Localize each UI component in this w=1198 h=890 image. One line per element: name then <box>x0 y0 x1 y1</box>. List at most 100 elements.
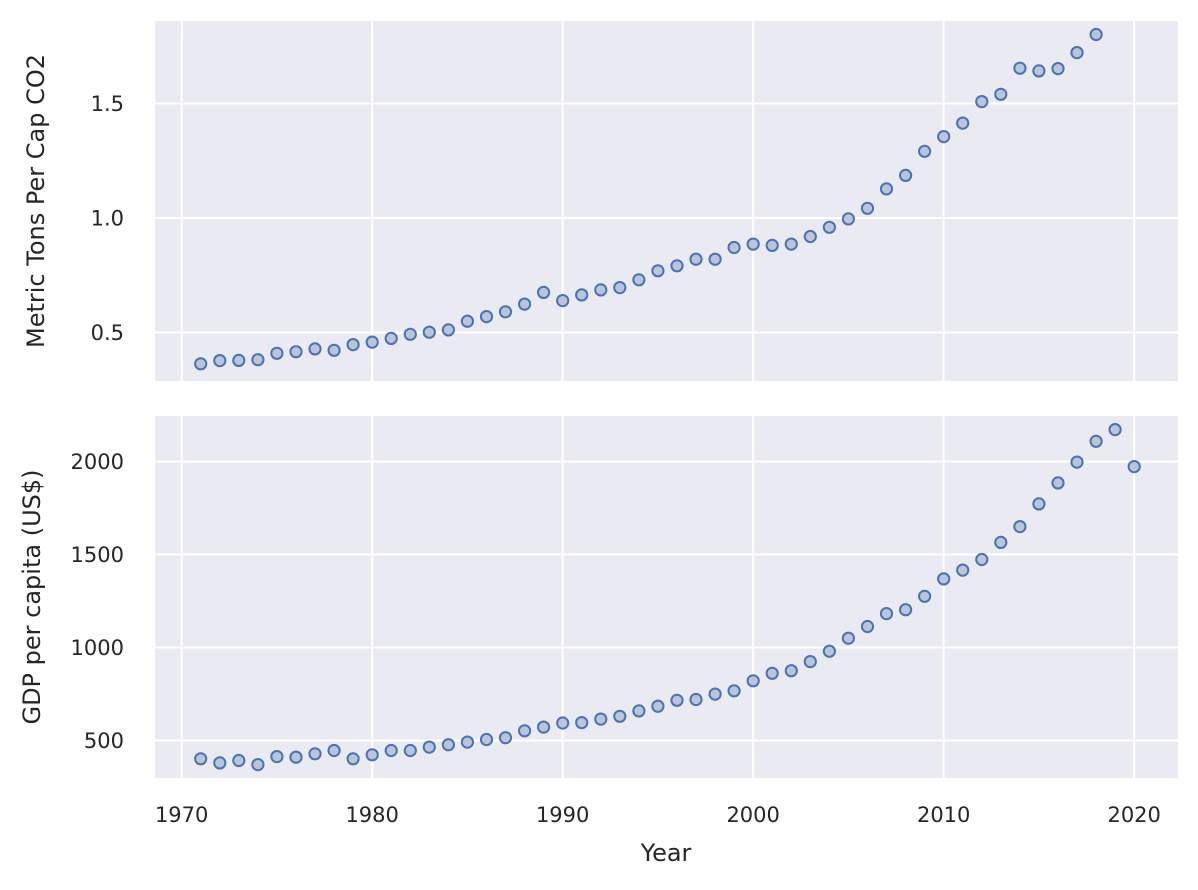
data-point <box>1013 61 1027 75</box>
x-tick-label: 2010 <box>917 803 970 827</box>
data-point <box>689 692 703 707</box>
x-tick-label: 1980 <box>345 803 398 827</box>
data-point <box>765 238 779 252</box>
y-tick-label: 1.5 <box>91 92 124 116</box>
x-tick-label: 2020 <box>1107 803 1160 827</box>
data-point <box>822 644 837 658</box>
y-tick-label: 0.5 <box>91 321 124 345</box>
data-point <box>860 619 875 634</box>
data-point <box>384 331 398 345</box>
data-point <box>975 552 989 567</box>
data-point <box>365 335 379 349</box>
data-point <box>594 712 608 726</box>
data-point <box>308 747 322 761</box>
data-point <box>918 144 932 158</box>
data-point <box>289 345 303 359</box>
y-tick-label: 2000 <box>71 450 124 474</box>
data-point <box>822 220 837 234</box>
data-point <box>251 353 265 367</box>
data-point <box>1013 520 1027 534</box>
y-tick-label: 1.0 <box>91 206 124 230</box>
data-point <box>613 709 627 723</box>
data-point <box>708 687 722 701</box>
data-point <box>308 342 322 356</box>
data-point <box>632 704 646 718</box>
data-point <box>727 684 741 698</box>
data-point <box>518 724 532 738</box>
top-y-axis-label: Metric Tons Per Cap CO2 <box>22 54 50 348</box>
bottom-y-axis-label: GDP per capita (US$) <box>18 469 46 724</box>
data-point <box>899 603 913 617</box>
data-point <box>975 95 989 109</box>
data-point <box>232 753 246 768</box>
data-point <box>575 716 589 730</box>
data-point <box>232 353 246 367</box>
data-point <box>422 740 436 754</box>
x-axis-label: Year <box>640 839 692 867</box>
data-point <box>498 731 513 745</box>
data-point <box>441 738 455 752</box>
data-point <box>1070 455 1084 469</box>
data-point <box>1051 476 1065 490</box>
x-tick-label: 1990 <box>536 803 589 827</box>
data-point <box>518 297 532 311</box>
data-point <box>575 288 589 302</box>
data-point <box>746 674 760 688</box>
data-point <box>956 116 970 130</box>
data-point <box>194 357 208 371</box>
data-point <box>327 743 341 758</box>
y-tick-label: 1000 <box>71 636 124 660</box>
data-point <box>460 735 474 749</box>
data-point <box>765 666 779 680</box>
data-point <box>1089 434 1103 448</box>
data-point <box>784 237 798 251</box>
y-tick-label: 500 <box>84 729 124 753</box>
data-point <box>937 572 951 586</box>
data-point <box>841 631 856 645</box>
data-point <box>251 758 265 772</box>
data-point <box>213 756 227 770</box>
data-point <box>651 699 665 713</box>
data-point <box>270 750 284 764</box>
co2-axes: 0.5 1.0 1.5 <box>91 21 1178 381</box>
data-point <box>956 563 970 577</box>
data-point <box>899 168 913 182</box>
data-point <box>1089 27 1103 42</box>
data-point <box>365 748 379 762</box>
data-point <box>556 716 570 730</box>
data-point <box>937 130 951 144</box>
data-point <box>346 338 360 352</box>
data-point <box>841 212 856 226</box>
data-point <box>803 655 817 669</box>
data-point <box>403 327 417 341</box>
y-tick-label: 1500 <box>71 543 124 567</box>
data-point <box>860 201 875 215</box>
gdp-axes: 500 1000 1500 2000 1970 1980 1990 2000 2010 2020 <box>71 416 1178 827</box>
data-point <box>651 264 665 278</box>
data-point <box>1032 64 1046 78</box>
data-point <box>879 607 894 621</box>
x-tick-label: 1970 <box>155 803 208 827</box>
data-point <box>194 752 208 766</box>
data-point <box>213 354 227 368</box>
data-point <box>1108 423 1122 437</box>
data-point <box>594 283 608 297</box>
data-point <box>1032 497 1046 511</box>
data-point <box>537 285 551 299</box>
data-point <box>1051 62 1065 76</box>
data-point <box>441 323 455 337</box>
data-point <box>384 743 398 758</box>
data-point <box>670 693 684 707</box>
data-point <box>784 664 798 678</box>
data-point <box>708 252 722 266</box>
data-point <box>803 229 817 244</box>
plot-background <box>155 416 1178 778</box>
data-point <box>460 314 474 328</box>
data-point <box>670 259 684 273</box>
data-point <box>746 237 760 251</box>
data-point <box>479 310 494 324</box>
data-point <box>346 752 360 766</box>
data-point <box>918 589 932 603</box>
data-point <box>994 87 1008 101</box>
